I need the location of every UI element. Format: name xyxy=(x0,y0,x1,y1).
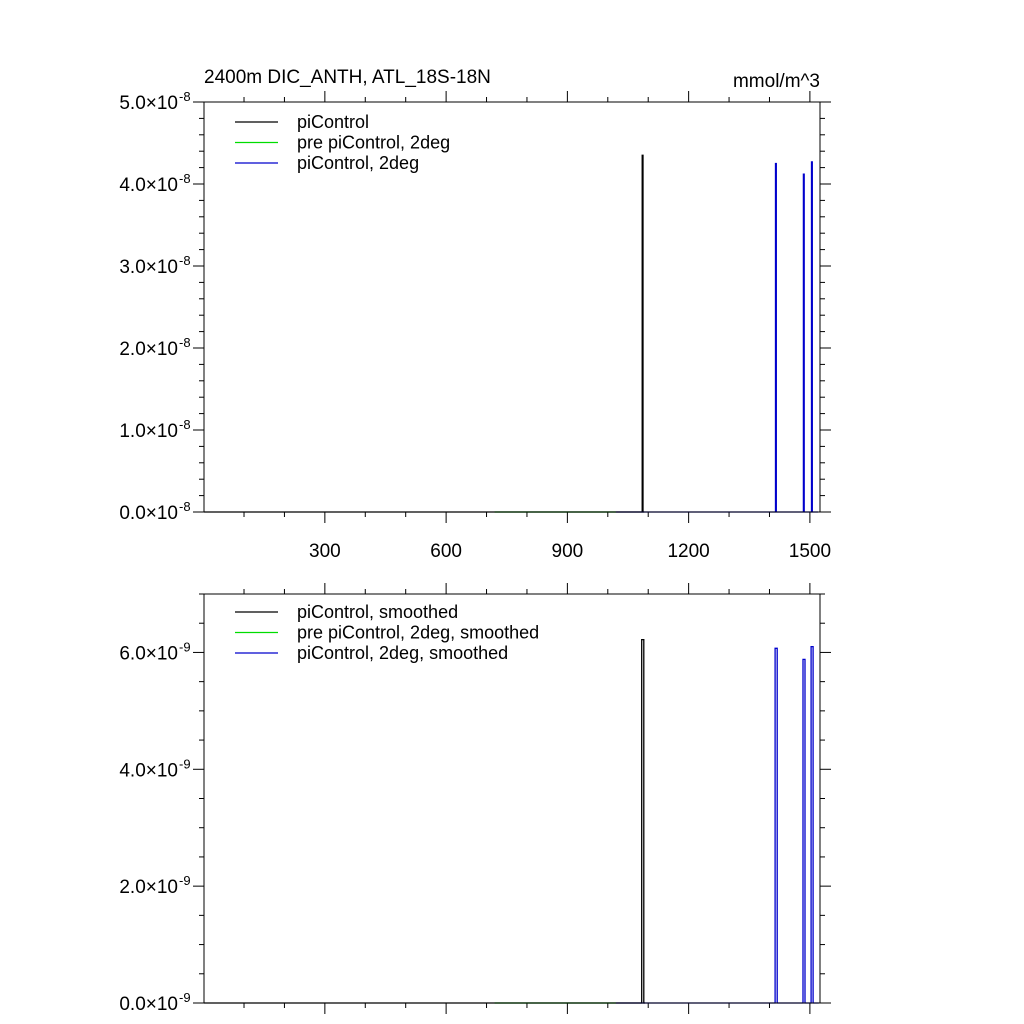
top-panel: 2400m DIC_ANTH, ATL_18S-18N mmol/m^3 300… xyxy=(119,67,831,562)
chart-title: 2400m DIC_ANTH, ATL_18S-18N xyxy=(204,67,491,88)
y-tick-label: 4.0×10-8 xyxy=(119,171,190,196)
units-label: mmol/m^3 xyxy=(733,71,820,92)
y-tick-label: 4.0×10-9 xyxy=(119,756,190,781)
series-line xyxy=(204,154,645,513)
series-line xyxy=(204,638,645,1004)
y-tick-label: 6.0×10-9 xyxy=(119,639,190,664)
y-tick-label: 2.0×10-9 xyxy=(119,873,190,898)
plot-frame xyxy=(203,101,821,513)
series-line xyxy=(615,161,818,513)
y-tick-label: 3.0×10-8 xyxy=(119,253,190,278)
y-tick-label: 5.0×10-8 xyxy=(119,89,190,114)
y-tick-label: 2.0×10-8 xyxy=(119,335,190,360)
y-tick-label: 1.0×10-8 xyxy=(119,417,190,442)
legend-label: piControl xyxy=(297,112,369,132)
bottom-panel: 0.0×10-9 2.0×10-9 4.0×10-9 6.0×10-9 piContr… xyxy=(119,583,831,1015)
series-line xyxy=(615,645,819,1004)
x-tick-label: 1500 xyxy=(789,541,831,562)
legend-label: pre piControl, 2deg, smoothed xyxy=(297,623,539,643)
legend-label: piControl, smoothed xyxy=(297,602,458,622)
x-tick-label: 600 xyxy=(430,541,462,562)
legend-label: pre piControl, 2deg xyxy=(297,133,450,153)
plot-frame xyxy=(203,593,821,1004)
y-tick-label: 0.0×10-9 xyxy=(119,990,190,1015)
legend-label: piControl, 2deg xyxy=(297,153,419,173)
legend-label: piControl, 2deg, smoothed xyxy=(297,643,508,663)
x-tick-label: 1200 xyxy=(667,541,709,562)
x-tick-label: 900 xyxy=(552,541,584,562)
y-tick-label: 0.0×10-8 xyxy=(119,499,190,524)
x-tick-label: 300 xyxy=(309,541,341,562)
